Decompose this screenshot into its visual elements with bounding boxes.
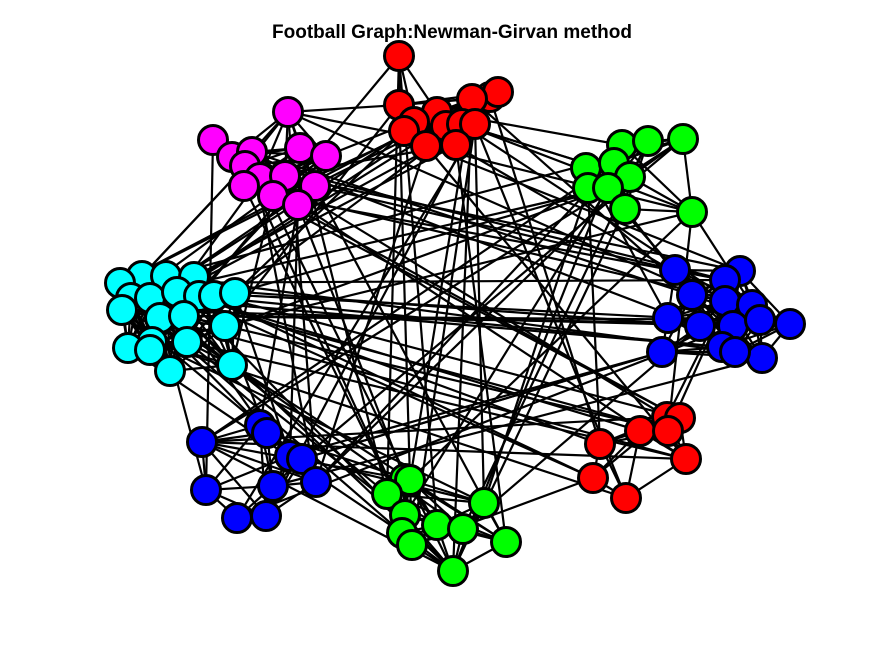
node-magenta-8 xyxy=(228,170,260,202)
graph-edge xyxy=(231,364,464,530)
graph-edge xyxy=(284,174,741,273)
node-green-bottom-10 xyxy=(437,555,469,587)
node-red-top-9 xyxy=(459,108,491,140)
node-blue-right-12 xyxy=(746,342,778,374)
node-green-bottom-8 xyxy=(396,529,428,561)
node-red-bottom-2 xyxy=(624,415,656,447)
node-green-top-7 xyxy=(592,172,624,204)
node-green-top-9 xyxy=(676,196,708,228)
node-blue-bottom-8 xyxy=(221,502,253,534)
graph-edge xyxy=(234,186,609,295)
node-blue-bottom-1 xyxy=(251,417,283,449)
node-cyan-12 xyxy=(168,300,200,332)
node-red-top-12 xyxy=(440,129,472,161)
node-blue-bottom-2 xyxy=(186,426,218,458)
graph-edge xyxy=(159,317,507,543)
graph-edge xyxy=(397,104,412,481)
node-red-top-11 xyxy=(410,130,442,162)
node-blue-right-13 xyxy=(646,336,678,368)
node-red-top-3 xyxy=(482,76,514,108)
node-cyan-17 xyxy=(171,326,203,358)
node-blue-right-1 xyxy=(659,254,691,286)
node-green-top-2 xyxy=(667,123,699,155)
node-blue-right-14 xyxy=(719,336,751,368)
graph-edge xyxy=(183,314,669,433)
graph-edge xyxy=(451,98,474,572)
graph-edge xyxy=(298,147,389,495)
node-magenta-12 xyxy=(282,189,314,221)
graph-edge xyxy=(287,103,400,114)
node-green-bottom-3 xyxy=(468,487,500,519)
graph-edge xyxy=(176,144,457,293)
node-blue-right-7 xyxy=(684,310,716,342)
graph-edge xyxy=(201,162,615,443)
node-blue-bottom-6 xyxy=(257,470,289,502)
node-blue-bottom-5 xyxy=(300,466,332,498)
graph-edge xyxy=(130,186,609,300)
node-cyan-8 xyxy=(106,294,138,326)
figure-title: Football Graph:Newman-Girvan method xyxy=(272,22,632,43)
node-blue-right-9 xyxy=(744,304,776,336)
node-cyan-19 xyxy=(216,349,248,381)
node-magenta-0 xyxy=(272,96,304,128)
node-blue-bottom-9 xyxy=(250,500,282,532)
graph-edge xyxy=(408,98,474,481)
node-green-bottom-1 xyxy=(394,464,426,496)
graph-edge xyxy=(224,104,400,327)
graph-edge xyxy=(473,123,486,504)
node-cyan-14 xyxy=(209,310,241,342)
node-red-top-0 xyxy=(383,40,415,72)
graph-edge xyxy=(198,294,723,349)
node-blue-bottom-4 xyxy=(286,443,318,475)
graph-edge xyxy=(259,177,687,460)
graph-edge xyxy=(234,130,405,294)
graph-edge xyxy=(176,290,594,480)
node-green-bottom-6 xyxy=(447,513,479,545)
graph-edge xyxy=(425,145,687,460)
graph-edge xyxy=(404,187,609,516)
node-red-bottom-5 xyxy=(670,443,702,475)
graph-edge xyxy=(315,176,631,483)
node-red-bottom-6 xyxy=(577,462,609,494)
node-green-top-8 xyxy=(609,193,641,225)
graph-edge xyxy=(272,356,763,488)
node-magenta-4 xyxy=(310,140,342,172)
node-red-bottom-4 xyxy=(652,415,684,447)
node-red-bottom-7 xyxy=(610,482,642,514)
node-red-top-10 xyxy=(388,115,420,147)
node-cyan-16 xyxy=(134,334,166,366)
graph-edge xyxy=(201,440,317,484)
node-blue-right-3 xyxy=(676,279,708,311)
node-green-bottom-5 xyxy=(421,509,453,541)
graph-edge xyxy=(272,194,726,282)
node-red-bottom-3 xyxy=(584,428,616,460)
graph-edge xyxy=(425,144,741,273)
graph-edge xyxy=(314,111,439,483)
node-green-bottom-9 xyxy=(490,526,522,558)
graph-edge xyxy=(141,165,246,277)
node-green-bottom-2 xyxy=(371,478,403,510)
node-green-top-1 xyxy=(632,125,664,157)
node-blue-right-10 xyxy=(774,308,806,340)
node-blue-right-6 xyxy=(652,302,684,334)
graph-edge xyxy=(691,211,753,306)
node-cyan-18 xyxy=(154,355,186,387)
node-cyan-11 xyxy=(219,277,251,309)
node-blue-bottom-7 xyxy=(190,474,222,506)
graph-edge xyxy=(314,185,507,543)
node-layer xyxy=(104,40,806,587)
